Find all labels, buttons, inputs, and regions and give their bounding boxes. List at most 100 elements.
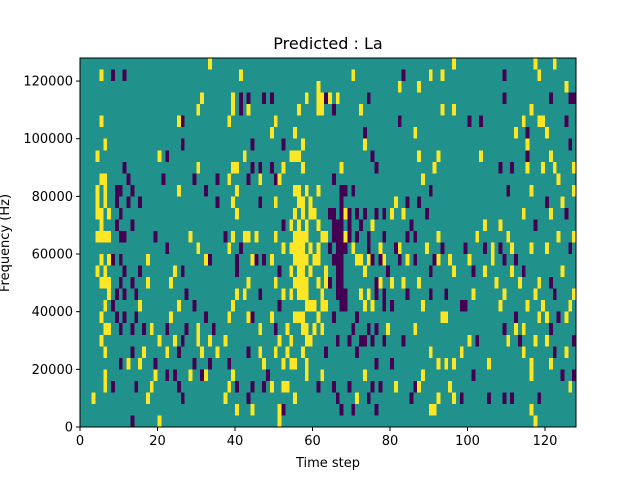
heatmap-cell-low: [331, 311, 336, 324]
heatmap-cell-low: [126, 173, 131, 185]
heatmap-cell-high: [300, 346, 305, 358]
heatmap-cell-low: [281, 138, 286, 151]
heatmap-cell-high: [471, 288, 476, 301]
heatmap-cell-high: [99, 69, 104, 82]
heatmap-cell-low: [355, 230, 360, 243]
heatmap-cell-high: [401, 277, 406, 289]
heatmap-cell-low: [366, 92, 371, 105]
heatmap-cell-high: [390, 277, 394, 289]
heatmap-cell-high: [107, 277, 112, 289]
heatmap-cell-high: [304, 323, 309, 335]
heatmap-cell-high: [541, 161, 546, 174]
heatmap-cell-low: [316, 380, 321, 393]
heatmap-cell-high: [149, 323, 154, 335]
heatmap-cell-low: [111, 300, 115, 312]
heatmap-cell-high: [436, 392, 441, 404]
plot-area: [79, 57, 577, 428]
heatmap-cell-high: [157, 334, 162, 347]
y-tick-label: 20000: [32, 363, 73, 378]
heatmap-cell-low: [184, 288, 189, 301]
heatmap-cell-high: [510, 265, 515, 278]
heatmap-cell-low: [355, 346, 360, 358]
heatmap-cell-low: [134, 311, 139, 324]
heatmap-cell-low: [250, 311, 255, 324]
heatmap-cell-high: [560, 265, 565, 278]
heatmap-cell-high: [421, 300, 425, 312]
heatmap-cell-low: [192, 173, 197, 185]
heatmap-cell-high: [273, 230, 278, 243]
heatmap-cell-low: [339, 403, 344, 416]
heatmap-cell-low: [207, 357, 212, 370]
heatmap-cell-high: [277, 334, 282, 347]
heatmap-cell-low: [122, 265, 127, 278]
heatmap-cell-low: [246, 346, 251, 358]
heatmap-cell-high: [397, 242, 402, 255]
heatmap-cell-low: [374, 207, 379, 220]
heatmap-cell-high: [525, 300, 530, 312]
heatmap-cell-high: [366, 254, 371, 266]
heatmap-cell-high: [300, 196, 305, 208]
heatmap-cell-low: [335, 242, 340, 255]
heatmap-cell-low: [428, 288, 433, 301]
heatmap-cell-high: [281, 380, 286, 393]
heatmap-cell-low: [525, 150, 530, 162]
heatmap-cell-low: [211, 323, 216, 335]
heatmap-cell-high: [397, 81, 402, 93]
heatmap-cell-high: [339, 161, 344, 174]
heatmap-cell-high: [452, 392, 456, 404]
heatmap-cell-high: [370, 219, 375, 231]
heatmap-cell-high: [545, 311, 549, 324]
heatmap-cell-high: [525, 138, 530, 151]
heatmap-cell-high: [297, 277, 301, 289]
heatmap-cell-high: [564, 311, 569, 324]
heatmap-cell-high: [529, 104, 534, 116]
heatmap-cell-high: [157, 415, 162, 427]
heatmap-cell-low: [266, 369, 270, 381]
heatmap-cell-low: [339, 288, 344, 301]
heatmap-cell-low: [347, 380, 352, 393]
heatmap-cell-high: [293, 392, 298, 404]
heatmap-cell-high: [304, 254, 309, 266]
heatmap-cell-high: [196, 334, 201, 347]
heatmap-cell-high: [215, 346, 220, 358]
heatmap-cell-high: [297, 219, 301, 231]
heatmap-cell-high: [541, 115, 546, 128]
heatmap-cell-low: [339, 254, 344, 266]
heatmap-cell-low: [428, 265, 433, 278]
heatmap-cell-high: [545, 127, 549, 139]
heatmap-cell-high: [548, 357, 553, 370]
heatmap-cell-low: [382, 207, 387, 220]
heatmap-cell-low: [568, 138, 573, 151]
heatmap-cell-high: [273, 115, 278, 128]
heatmap-cell-high: [231, 230, 236, 243]
x-tick-label: 100: [455, 434, 480, 449]
heatmap-cell-low: [180, 334, 185, 347]
heatmap-cell-low: [328, 207, 332, 220]
heatmap-cell-low: [517, 334, 522, 347]
heatmap-cell-high: [448, 380, 453, 393]
heatmap-cell-low: [281, 403, 286, 416]
heatmap-cell-high: [297, 184, 301, 197]
heatmap-cell-high: [316, 311, 321, 324]
heatmap-cell-high: [440, 311, 445, 324]
heatmap-cell-low: [273, 173, 278, 185]
heatmap-cell-low: [122, 288, 127, 301]
heatmap-cell-high: [99, 277, 104, 289]
heatmap-cell-low: [273, 323, 278, 335]
heatmap-cell-low: [374, 403, 379, 416]
heatmap-cell-low: [355, 311, 360, 324]
heatmap-cell-high: [165, 346, 170, 358]
heatmap-cell-high: [95, 207, 100, 220]
heatmap-cell-high: [103, 196, 108, 208]
heatmap-cell-low: [459, 392, 464, 404]
heatmap-cell-low: [343, 288, 348, 301]
heatmap-cell-high: [227, 115, 232, 128]
heatmap-cell-high: [145, 254, 150, 266]
heatmap-cell-low: [424, 207, 429, 220]
heatmap-cell-high: [99, 173, 104, 185]
heatmap-cell-low: [502, 69, 507, 82]
heatmap-cell-low: [339, 207, 344, 220]
heatmap-cell-high: [378, 277, 383, 289]
heatmap-cell-high: [467, 254, 472, 266]
heatmap-cell-high: [312, 323, 317, 335]
